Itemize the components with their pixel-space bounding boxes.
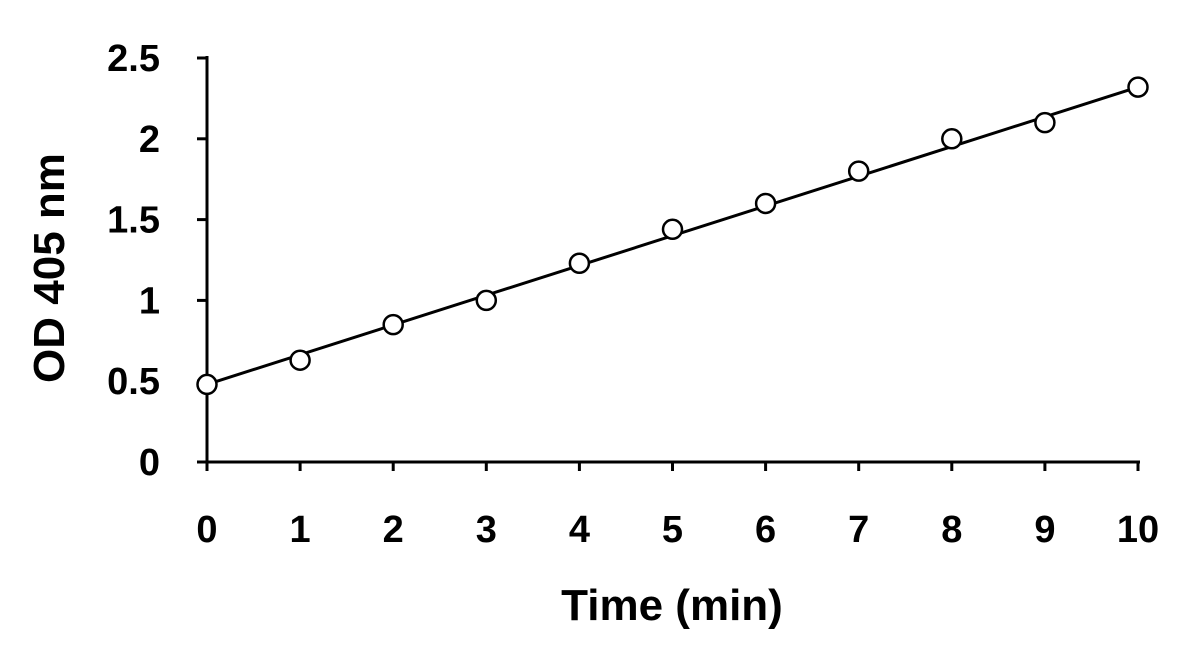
x-tick-label: 10	[1117, 509, 1159, 551]
x-axis-ticks: 0 1 2 3 4 5 6 7 8 9 10	[196, 462, 1159, 551]
axes	[205, 56, 1140, 464]
y-axis-ticks: 0 0.5 1 1.5 2 2.5	[107, 38, 207, 484]
y-axis-title: OD 405 nm	[25, 153, 74, 383]
y-tick-label: 0	[139, 442, 160, 484]
y-tick-label: 0.5	[107, 361, 160, 403]
x-tick-label: 3	[476, 509, 497, 551]
data-point	[568, 252, 591, 274]
x-tick-label: 4	[569, 509, 590, 551]
y-tick-label: 2	[139, 119, 160, 161]
data-point	[382, 313, 404, 336]
data-points	[196, 76, 1149, 396]
x-tick-label: 1	[290, 509, 311, 551]
y-tick-label: 2.5	[107, 38, 160, 80]
y-tick-label: 1	[139, 280, 160, 322]
x-tick-label: 8	[941, 509, 962, 551]
x-tick-label: 0	[196, 509, 217, 551]
data-point	[289, 349, 311, 371]
x-tick-label: 6	[755, 509, 776, 551]
data-point	[941, 128, 963, 150]
data-point	[847, 160, 870, 182]
x-tick-label: 2	[383, 509, 404, 551]
x-tick-label: 5	[662, 509, 683, 551]
data-point	[754, 192, 777, 215]
x-tick-label: 9	[1034, 509, 1055, 551]
y-tick-label: 1.5	[107, 200, 160, 242]
data-point	[1127, 76, 1149, 98]
x-tick-label: 7	[848, 509, 869, 551]
data-point	[1034, 111, 1056, 134]
data-point	[475, 289, 498, 312]
data-point	[196, 373, 218, 396]
data-point	[661, 218, 684, 241]
x-axis-title: Time (min)	[561, 581, 783, 630]
